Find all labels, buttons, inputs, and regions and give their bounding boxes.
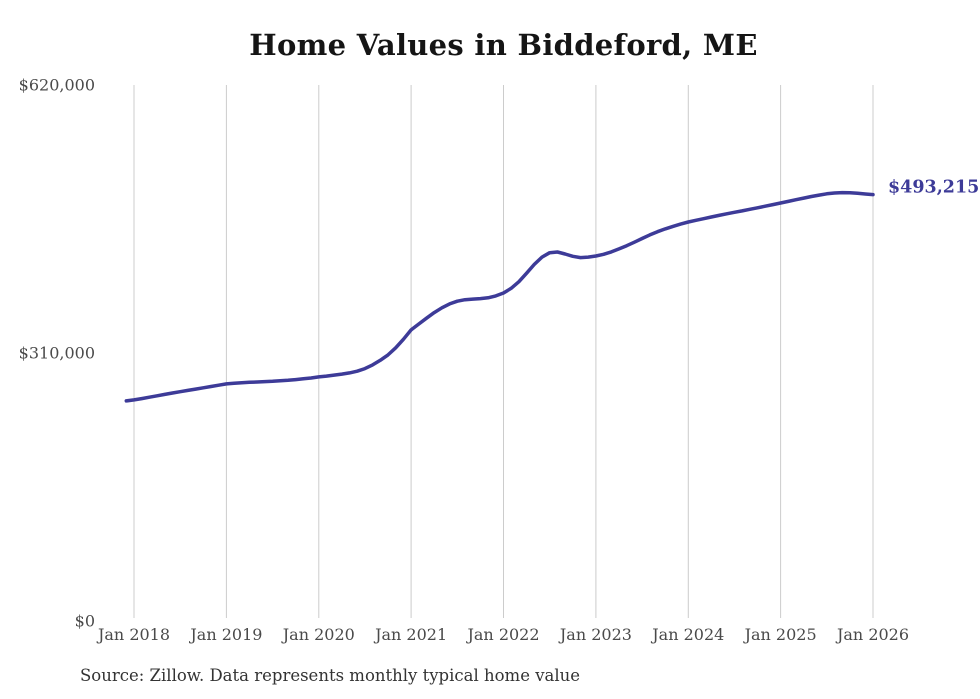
home-value-series-line (124, 190, 875, 403)
y-tick-label: $310,000 (19, 344, 95, 363)
x-tick-label: Jan 2020 (281, 625, 355, 644)
y-tick-label: $620,000 (19, 76, 95, 95)
x-tick-label: Jan 2024 (650, 625, 724, 644)
chart-title: Home Values in Biddeford, ME (249, 28, 758, 62)
x-tick-label: Jan 2019 (188, 625, 262, 644)
y-tick-label: $0 (75, 612, 95, 631)
x-tick-label: Jan 2018 (96, 625, 170, 644)
x-tick-label: Jan 2023 (558, 625, 632, 644)
x-tick-label: Jan 2026 (835, 625, 909, 644)
x-tick-label: Jan 2025 (743, 625, 817, 644)
x-tick-label: Jan 2021 (373, 625, 447, 644)
source-note: Source: Zillow. Data represents monthly … (80, 666, 581, 685)
latest-value-label: $493,215 (888, 178, 979, 198)
x-tick-label: Jan 2022 (465, 625, 539, 644)
